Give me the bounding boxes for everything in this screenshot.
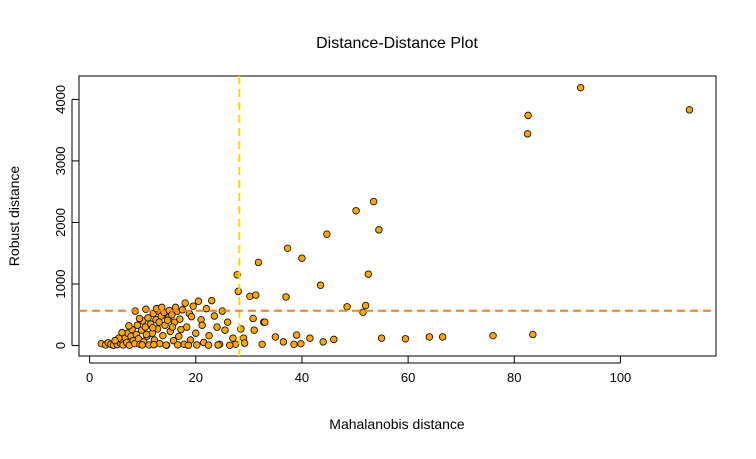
data-point xyxy=(184,341,193,349)
data-point xyxy=(249,314,257,323)
x-tick-label: 20 xyxy=(189,370,203,385)
data-point xyxy=(292,331,301,339)
x-tick-label: 100 xyxy=(610,370,632,385)
data-point xyxy=(202,304,211,313)
data-point xyxy=(364,270,373,278)
data-point xyxy=(375,226,383,234)
y-tick-label: 4000 xyxy=(53,85,68,114)
data-point xyxy=(189,302,197,310)
data-point xyxy=(214,341,222,349)
data-point xyxy=(271,333,280,341)
data-point xyxy=(208,296,216,305)
data-point xyxy=(352,207,360,215)
data-point xyxy=(529,330,537,339)
data-point xyxy=(192,329,200,337)
data-point xyxy=(306,334,314,342)
data-point xyxy=(252,291,260,299)
data-point xyxy=(159,331,167,340)
data-point xyxy=(163,316,172,325)
data-point xyxy=(187,312,196,321)
chart-title: Distance-Distance Plot xyxy=(316,35,478,52)
data-point xyxy=(234,287,242,296)
data-point xyxy=(226,341,234,349)
data-point xyxy=(118,328,126,337)
data-point xyxy=(149,323,157,332)
data-point xyxy=(330,335,338,344)
y-tick-label: 2000 xyxy=(53,208,68,237)
data-point xyxy=(282,293,290,301)
y-axis-label: Robust distance xyxy=(6,166,22,267)
data-point xyxy=(210,312,219,320)
data-point xyxy=(240,339,249,347)
y-tick-label: 3000 xyxy=(53,146,68,175)
data-point xyxy=(316,281,325,289)
data-point xyxy=(250,326,258,334)
data-point xyxy=(175,332,183,341)
data-point xyxy=(254,258,263,267)
data-point xyxy=(176,315,184,323)
data-point xyxy=(181,299,189,307)
data-point xyxy=(323,230,331,238)
data-point xyxy=(685,106,694,114)
y-tick-label: 0 xyxy=(53,342,68,349)
data-point xyxy=(221,326,229,334)
data-point xyxy=(205,331,213,340)
data-point xyxy=(213,323,221,331)
data-point xyxy=(297,339,305,348)
data-point xyxy=(111,336,119,345)
data-point xyxy=(158,303,166,312)
data-point xyxy=(279,338,288,346)
data-point xyxy=(298,254,306,262)
data-point xyxy=(138,341,146,349)
data-point xyxy=(290,340,298,349)
data-point xyxy=(258,340,266,349)
data-point xyxy=(261,318,269,326)
x-tick-label: 60 xyxy=(401,370,415,385)
data-point xyxy=(377,334,386,342)
data-point xyxy=(155,318,163,326)
data-point xyxy=(125,322,133,330)
data-point xyxy=(343,303,351,311)
data-point xyxy=(177,325,185,334)
data-point xyxy=(319,338,327,346)
data-point xyxy=(523,130,532,138)
data-point xyxy=(194,297,203,305)
y-tick-label: 1000 xyxy=(53,270,68,299)
data-point xyxy=(369,197,378,206)
data-point xyxy=(150,340,158,349)
data-point xyxy=(198,321,206,329)
x-tick-label: 0 xyxy=(86,370,93,385)
data-point xyxy=(425,333,434,341)
data-point xyxy=(133,321,142,329)
data-point xyxy=(576,83,585,92)
plot-frame xyxy=(78,75,717,357)
data-point xyxy=(174,341,182,349)
data-point xyxy=(438,333,447,341)
x-tick-label: 40 xyxy=(295,370,309,385)
data-point xyxy=(401,335,410,343)
x-tick-label: 80 xyxy=(507,370,521,385)
data-point xyxy=(361,301,370,310)
data-point xyxy=(142,330,151,339)
data-point xyxy=(223,318,232,326)
data-point xyxy=(283,244,292,253)
data-point xyxy=(359,308,367,317)
data-point xyxy=(162,341,170,349)
data-point xyxy=(144,314,152,322)
data-point xyxy=(135,314,144,323)
data-point xyxy=(524,111,532,120)
data-point xyxy=(489,331,497,340)
data-point xyxy=(193,341,201,349)
data-point xyxy=(204,341,213,349)
data-point xyxy=(229,334,237,342)
data-point xyxy=(171,303,180,312)
x-axis-label: Mahalanobis distance xyxy=(329,416,465,432)
data-point xyxy=(168,323,177,331)
